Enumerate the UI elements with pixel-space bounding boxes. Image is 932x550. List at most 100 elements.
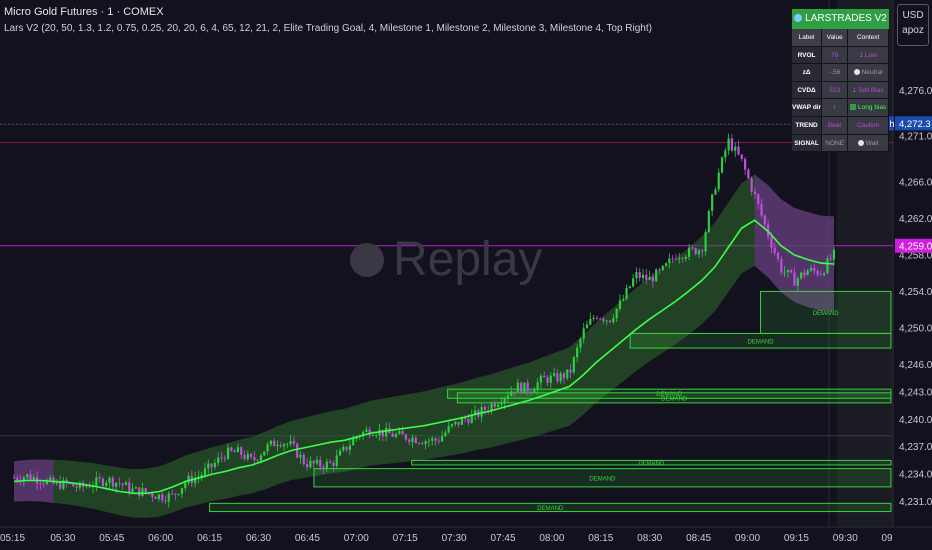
y-tick-label: 4,254.0 xyxy=(899,287,932,298)
candle-body xyxy=(490,403,493,411)
candle-body xyxy=(658,269,661,271)
candle-body xyxy=(282,444,286,447)
candle-body xyxy=(312,460,315,464)
candle-body xyxy=(78,482,81,488)
y-tick-label: 4,243.0 xyxy=(899,387,932,398)
candle-body xyxy=(704,232,707,252)
candle-body xyxy=(391,433,394,437)
y-tick-label: 4,240.0 xyxy=(899,415,932,426)
candle-body xyxy=(585,324,589,329)
candle-body xyxy=(85,486,88,487)
x-tick-label: 05:30 xyxy=(50,533,75,544)
candle-body xyxy=(786,269,789,273)
y-tick-label: 4,237.0 xyxy=(899,442,932,453)
candle-body xyxy=(625,288,628,299)
candle-body xyxy=(671,258,674,260)
candle-body xyxy=(134,487,137,489)
candle-body xyxy=(480,407,483,417)
candle-body xyxy=(240,447,243,456)
candle-body xyxy=(605,320,608,322)
candle-body xyxy=(174,493,177,495)
y-tick-label: 4,246.0 xyxy=(899,360,932,371)
candle-body xyxy=(444,432,447,437)
candle-body xyxy=(421,443,424,445)
y-tick-label: 4,231.0 xyxy=(899,497,932,508)
candle-body xyxy=(500,403,503,405)
candle-body xyxy=(309,460,312,468)
candle-body xyxy=(536,382,539,391)
candle-body xyxy=(101,478,105,486)
candle-body xyxy=(562,373,566,379)
candle-body xyxy=(711,194,714,211)
row-context: 1 Sell Bias xyxy=(848,81,890,100)
candle-body xyxy=(75,486,78,488)
candle-body xyxy=(45,479,49,485)
candle-body xyxy=(233,450,236,453)
candle-body xyxy=(207,463,210,469)
candle-body xyxy=(203,468,207,475)
header-context: Context xyxy=(848,29,890,47)
candle-body xyxy=(408,439,411,443)
indicator-legend[interactable]: Lars V2 (20, 50, 1.3, 1.2, 0.75, 0.25, 2… xyxy=(4,23,652,34)
candle-body xyxy=(105,482,108,486)
candle-body xyxy=(457,421,460,425)
row-value: 323 xyxy=(822,81,849,100)
candle-body xyxy=(516,382,519,392)
candle-body xyxy=(503,398,506,404)
x-tick-label: 07:15 xyxy=(393,533,418,544)
candle-body xyxy=(315,459,319,464)
x-tick-label: 09 xyxy=(881,533,893,544)
candle-body xyxy=(441,436,444,442)
candle-body xyxy=(829,258,832,260)
candle-body xyxy=(108,477,111,483)
y-tick-label: 4,258.0 xyxy=(899,250,932,261)
candle-body xyxy=(819,274,822,276)
x-tick-label: 06:45 xyxy=(295,533,320,544)
candle-body xyxy=(292,441,296,444)
x-tick-label: 08:45 xyxy=(686,533,711,544)
price-axis xyxy=(893,0,932,550)
candle-body xyxy=(753,191,757,195)
y-tick-label: 4,266.0 xyxy=(899,177,932,188)
candle-body xyxy=(72,483,75,487)
candle-body xyxy=(111,477,114,487)
candle-body xyxy=(230,447,233,451)
candle-body xyxy=(661,265,664,270)
demand-zone xyxy=(313,468,892,488)
candle-body xyxy=(803,272,806,276)
candle-body xyxy=(414,437,417,444)
candle-body xyxy=(269,440,272,445)
row-label: VWAP dir xyxy=(792,99,823,117)
candle-body xyxy=(157,494,160,499)
candle-body xyxy=(243,455,246,460)
row-value: 79 xyxy=(822,46,849,65)
row-value: Bear xyxy=(822,116,849,135)
candle-body xyxy=(177,494,180,495)
candle-body xyxy=(434,438,437,441)
x-tick-label: 09:30 xyxy=(833,533,858,544)
candle-body xyxy=(717,172,720,190)
currency-account-box[interactable]: USD apoz xyxy=(897,4,929,46)
candle-body xyxy=(664,263,668,266)
candle-body xyxy=(302,454,305,465)
candle-body xyxy=(809,267,813,271)
candle-body xyxy=(513,391,516,393)
candle-body xyxy=(668,258,671,264)
candle-body xyxy=(138,487,141,496)
candle-body xyxy=(404,434,407,440)
user-label: apoz xyxy=(902,25,924,36)
candle-body xyxy=(200,474,203,477)
candle-body xyxy=(615,308,618,319)
candle-body xyxy=(734,146,737,151)
candle-body xyxy=(296,443,299,458)
candle-body xyxy=(526,382,529,392)
candle-body xyxy=(589,318,592,325)
candle-body xyxy=(582,328,585,339)
row-label: SIGNAL xyxy=(792,134,823,153)
check-icon xyxy=(850,104,857,111)
x-tick-label: 08:30 xyxy=(637,533,662,544)
candle-body xyxy=(279,445,282,447)
candle-body xyxy=(197,476,200,478)
symbol-title[interactable]: Micro Gold Futures · 1 · COMEX xyxy=(4,6,164,18)
candle-body xyxy=(424,441,427,445)
